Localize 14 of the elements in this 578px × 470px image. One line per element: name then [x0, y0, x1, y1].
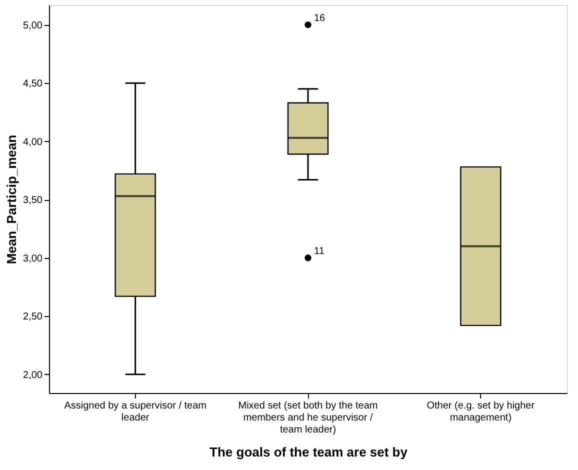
- x-tick-label: Mixed set (set both by the team members and he supervisor / team leader): [238, 400, 378, 436]
- y-tick-label: 3,50: [23, 195, 43, 206]
- x-tick-label: Assigned by a supervisor / team leader: [64, 400, 206, 424]
- y-tick-label: 2,50: [23, 312, 43, 323]
- x-axis-title: The goals of the team are set by: [210, 444, 408, 460]
- y-tick-label: 3,00: [23, 253, 43, 264]
- x-tick-label: Other (e.g. set by higher management): [426, 400, 536, 424]
- annotation: 11: [314, 246, 325, 257]
- y-tick-label: 2,00: [23, 370, 43, 381]
- y-axis-title: Mean_Particip_mean: [4, 134, 20, 264]
- annotation: 16: [314, 12, 326, 24]
- y-tick-label: 5,00: [23, 20, 43, 32]
- y-tick-label: 4,00: [23, 136, 43, 148]
- y-tick-label: 4,50: [23, 78, 43, 90]
